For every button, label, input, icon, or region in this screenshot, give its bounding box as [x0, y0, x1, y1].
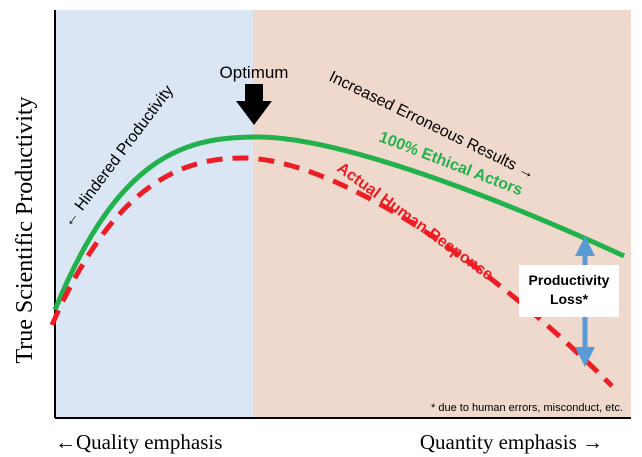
productivity-loss-label-line2: Loss* [550, 291, 589, 307]
productivity-loss-label-line1: Productivity [529, 272, 610, 288]
human-response-curve [49, 155, 614, 388]
x-axis-label-left: ←Quality emphasis [55, 430, 222, 454]
ethical-actors-curve [52, 134, 626, 311]
x-axis-label-right: Quantity emphasis → [420, 430, 603, 454]
arrow-down-icon [236, 84, 272, 125]
y-axis-label: True Scientific Productivity [12, 96, 38, 363]
quality-emphasis-region [55, 10, 253, 418]
footnote: * due to human errors, misconduct, etc. [431, 402, 623, 414]
optimum-label: Optimum [220, 63, 289, 82]
productivity-loss-box [519, 265, 619, 317]
quantity-emphasis-region [253, 10, 631, 418]
